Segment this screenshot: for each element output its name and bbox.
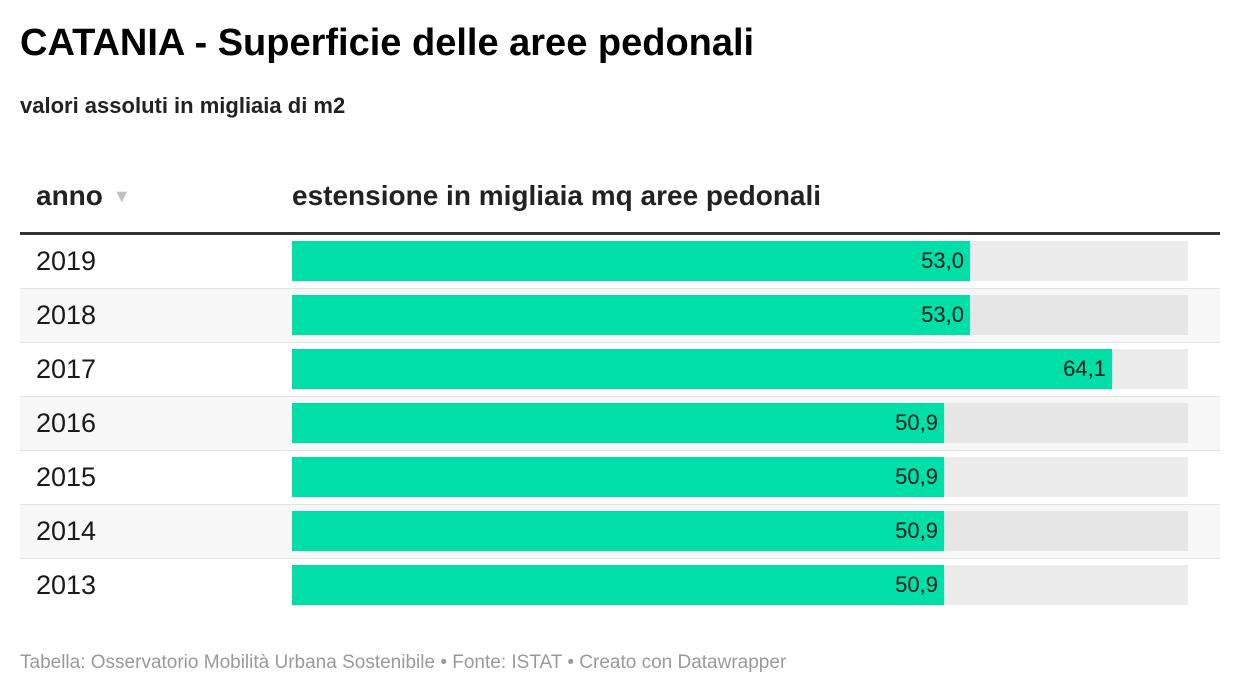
- bar-track: 50,9: [292, 511, 1188, 551]
- bar-value-label: 50,9: [895, 464, 938, 489]
- bar-value-label: 50,9: [895, 518, 938, 543]
- bar-track: 53,0: [292, 241, 1188, 281]
- bar-fill: 64,1: [292, 349, 1112, 389]
- footer-credits: Tabella: Osservatorio Mobilità Urbana So…: [20, 652, 787, 673]
- chart-title: CATANIA - Superficie delle aree pedonali: [20, 22, 755, 64]
- bar-value-label: 50,9: [895, 410, 938, 435]
- table-row: 2018 53,0: [20, 289, 1220, 343]
- bar-value-label: 53,0: [921, 248, 964, 273]
- bar-track: 50,9: [292, 457, 1188, 497]
- bar-track: 64,1: [292, 349, 1188, 389]
- table-header: anno ▼ estensione in migliaia mq aree ped…: [20, 170, 1220, 235]
- table-row: 2017 64,1: [20, 343, 1220, 397]
- data-table: anno ▼ estensione in migliaia mq aree ped…: [20, 170, 1220, 612]
- column-header-year-label: anno: [36, 180, 103, 211]
- bar-value-label: 64,1: [1063, 356, 1106, 381]
- table-row: 2019 53,0: [20, 235, 1220, 289]
- year-cell: 2015: [36, 462, 97, 492]
- bar-value-label: 50,9: [895, 572, 938, 597]
- bar-fill: 50,9: [292, 457, 944, 497]
- bar-fill: 53,0: [292, 241, 970, 281]
- bar-fill: 50,9: [292, 403, 944, 443]
- column-header-year[interactable]: anno ▼: [36, 180, 131, 212]
- bar-fill: 50,9: [292, 565, 944, 605]
- column-header-value[interactable]: estensione in migliaia mq aree pedonali: [292, 180, 822, 211]
- bar-fill: 53,0: [292, 295, 970, 335]
- year-cell: 2016: [36, 408, 97, 438]
- year-cell: 2013: [36, 570, 97, 600]
- bar-track: 50,9: [292, 403, 1188, 443]
- table-body: 2019 53,0 2018 53,0 2017 64,1 2016 50,9 2015 50,9…: [20, 235, 1220, 612]
- year-cell: 2014: [36, 516, 97, 546]
- bar-fill: 50,9: [292, 511, 944, 551]
- table-row: 2014 50,9: [20, 505, 1220, 559]
- table-row: 2013 50,9: [20, 559, 1220, 612]
- chart-subtitle: valori assoluti in migliaia di m2: [20, 93, 346, 118]
- bar-track: 53,0: [292, 295, 1188, 335]
- year-cell: 2017: [36, 354, 97, 384]
- year-cell: 2018: [36, 300, 97, 330]
- bar-track: 50,9: [292, 565, 1188, 605]
- table-row: 2015 50,9: [20, 451, 1220, 505]
- table-row: 2016 50,9: [20, 397, 1220, 451]
- year-cell: 2019: [36, 246, 97, 276]
- sort-desc-icon[interactable]: ▼: [112, 186, 131, 206]
- bar-value-label: 53,0: [921, 302, 964, 327]
